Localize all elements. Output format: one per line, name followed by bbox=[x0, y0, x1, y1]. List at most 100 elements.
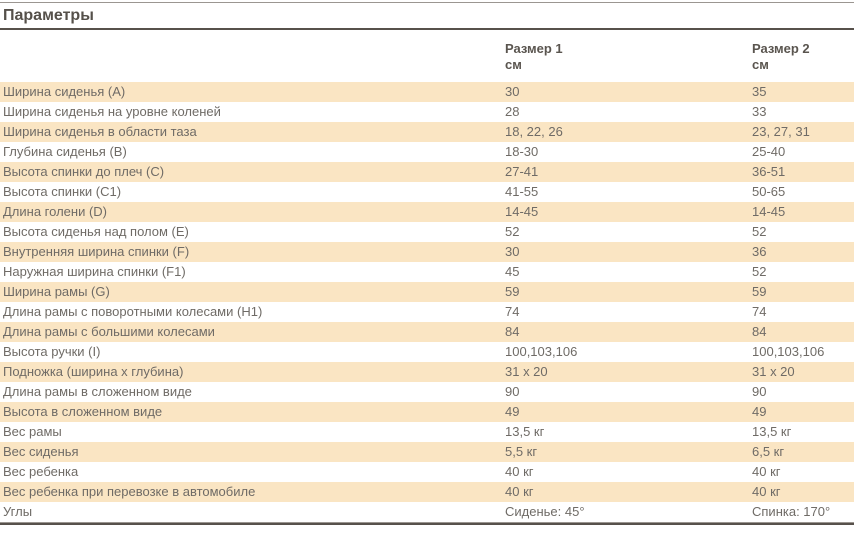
table-row: Глубина сиденья (B) 18-30 25-40 bbox=[0, 142, 854, 162]
row-label: Глубина сиденья (B) bbox=[3, 144, 127, 159]
row-label: Длина рамы с поворотными колесами (H1) bbox=[3, 304, 263, 319]
row-value-size2: 40 кг bbox=[752, 464, 781, 479]
table-row: Ширина сиденья (A) 30 35 bbox=[0, 82, 854, 102]
row-value-size2: 14-45 bbox=[750, 202, 854, 222]
row-label: Высота в сложенном виде bbox=[0, 402, 502, 422]
row-value-size2: 36 bbox=[750, 242, 854, 262]
row-value-size1: 40 кг bbox=[505, 464, 534, 479]
row-value-size2: 33 bbox=[752, 104, 767, 119]
row-label: Ширина сиденья в области таза bbox=[0, 122, 502, 142]
row-value-size1: 18, 22, 26 bbox=[502, 122, 750, 142]
header-empty-cell bbox=[0, 30, 502, 82]
row-value-size2: 100,103,106 bbox=[752, 344, 825, 359]
row-value-size1: 28 bbox=[505, 104, 520, 119]
row-value-size2: 59 bbox=[750, 282, 854, 302]
table-row: Высота спинки до плеч (C) 27-41 36-51 bbox=[0, 162, 854, 182]
table-row: Наружная ширина спинки (F1) 45 52 bbox=[0, 262, 854, 282]
row-value-size2: 36-51 bbox=[750, 162, 854, 182]
table-row: Подножка (ширина x глубина) 31 x 20 31 x 2… bbox=[0, 362, 854, 382]
row-value-size1: 30 bbox=[502, 242, 750, 262]
row-value-size1: 90 bbox=[505, 384, 520, 399]
table-row: Длина рамы в сложенном виде 90 90 bbox=[0, 382, 854, 402]
table-row: Ширина рамы (G) 59 59 bbox=[0, 282, 854, 302]
row-value-size2: 50-65 bbox=[752, 184, 786, 199]
row-value-size1: 27-41 bbox=[502, 162, 750, 182]
header-size1-unit: см bbox=[505, 57, 522, 72]
row-label: Подножка (ширина x глубина) bbox=[0, 362, 502, 382]
row-value-size1: 13,5 кг bbox=[505, 424, 545, 439]
row-label: Углы bbox=[3, 504, 33, 519]
table-row: Высота ручки (I) 100,103,106 100,103,106 bbox=[0, 342, 854, 362]
header-size1-name: Размер 1 bbox=[505, 41, 563, 56]
table-row: Ширина сиденья на уровне коленей 28 33 bbox=[0, 102, 854, 122]
row-value-size2: 13,5 кг bbox=[752, 424, 792, 439]
row-value-size2: 84 bbox=[750, 322, 854, 342]
table-row: Вес ребенка при перевозке в автомобиле 40… bbox=[0, 482, 854, 502]
row-label: Длина голени (D) bbox=[0, 202, 502, 222]
row-label: Ширина рамы (G) bbox=[0, 282, 502, 302]
row-label: Высота спинки до плеч (C) bbox=[0, 162, 502, 182]
row-value-size1: Сиденье: 45° bbox=[505, 504, 585, 519]
row-value-size1: 40 кг bbox=[502, 482, 750, 502]
table-bottom-rule bbox=[0, 522, 854, 525]
row-value-size2: 35 bbox=[750, 82, 854, 102]
row-label: Вес сиденья bbox=[0, 442, 502, 462]
row-label: Внутренняя ширина спинки (F) bbox=[0, 242, 502, 262]
row-value-size1: 41-55 bbox=[505, 184, 539, 199]
row-value-size2: Спинка: 170° bbox=[752, 504, 831, 519]
row-value-size1: 52 bbox=[505, 224, 520, 239]
table-body: Ширина сиденья (A) 30 35 Ширина сиденья на … bbox=[0, 82, 854, 522]
row-label: Вес рамы bbox=[3, 424, 62, 439]
row-label: Вес ребенка bbox=[3, 464, 79, 479]
row-value-size1: 14-45 bbox=[502, 202, 750, 222]
table-row: Углы Сиденье: 45° Спинка: 170° bbox=[0, 502, 854, 522]
row-value-size1: 31 x 20 bbox=[502, 362, 750, 382]
header-size2-name: Размер 2 bbox=[752, 41, 810, 56]
row-value-size1: 18-30 bbox=[505, 144, 539, 159]
table-header-row: Размер 1 см Размер 2 см bbox=[0, 30, 854, 82]
table-row: Высота в сложенном виде 49 49 bbox=[0, 402, 854, 422]
header-size2-unit: см bbox=[752, 57, 769, 72]
table-row: Высота спинки (C1) 41-55 50-65 bbox=[0, 182, 854, 202]
table-row: Длина рамы с поворотными колесами (H1) 74… bbox=[0, 302, 854, 322]
row-value-size2: 74 bbox=[752, 304, 767, 319]
row-value-size1: 100,103,106 bbox=[505, 344, 578, 359]
row-label: Наружная ширина спинки (F1) bbox=[3, 264, 186, 279]
table-row: Высота сиденья над полом (E) 52 52 bbox=[0, 222, 854, 242]
row-label: Высота спинки (C1) bbox=[3, 184, 122, 199]
row-value-size2: 52 bbox=[752, 264, 767, 279]
row-value-size1: 5,5 кг bbox=[502, 442, 750, 462]
row-label: Высота сиденья над полом (E) bbox=[3, 224, 189, 239]
row-label: Вес ребенка при перевозке в автомобиле bbox=[0, 482, 502, 502]
parameters-table: Размер 1 см Размер 2 см Ширина сиденья (… bbox=[0, 30, 854, 522]
table-row: Длина рамы с большими колесами 84 84 bbox=[0, 322, 854, 342]
row-label: Ширина сиденья (A) bbox=[0, 82, 502, 102]
row-value-size1: 59 bbox=[502, 282, 750, 302]
header-size2: Размер 2 см bbox=[750, 30, 854, 82]
row-label: Высота ручки (I) bbox=[3, 344, 101, 359]
header-size1: Размер 1 см bbox=[502, 30, 750, 82]
row-value-size1: 49 bbox=[502, 402, 750, 422]
table-row: Вес сиденья 5,5 кг 6,5 кг bbox=[0, 442, 854, 462]
table-row: Ширина сиденья в области таза 18, 22, 26 2… bbox=[0, 122, 854, 142]
row-value-size1: 45 bbox=[505, 264, 520, 279]
row-value-size2: 49 bbox=[750, 402, 854, 422]
row-label: Длина рамы в сложенном виде bbox=[3, 384, 192, 399]
row-value-size2: 52 bbox=[752, 224, 767, 239]
row-value-size2: 90 bbox=[752, 384, 767, 399]
row-value-size2: 6,5 кг bbox=[750, 442, 854, 462]
row-value-size1: 30 bbox=[502, 82, 750, 102]
row-label: Длина рамы с большими колесами bbox=[0, 322, 502, 342]
row-value-size2: 23, 27, 31 bbox=[750, 122, 854, 142]
table-row: Вес рамы 13,5 кг 13,5 кг bbox=[0, 422, 854, 442]
table-row: Длина голени (D) 14-45 14-45 bbox=[0, 202, 854, 222]
page-title: Параметры bbox=[0, 2, 854, 30]
row-label: Ширина сиденья на уровне коленей bbox=[3, 104, 221, 119]
table-row: Вес ребенка 40 кг 40 кг bbox=[0, 462, 854, 482]
row-value-size2: 40 кг bbox=[750, 482, 854, 502]
row-value-size2: 25-40 bbox=[752, 144, 786, 159]
row-value-size2: 31 x 20 bbox=[750, 362, 854, 382]
row-value-size1: 74 bbox=[505, 304, 520, 319]
row-value-size1: 84 bbox=[502, 322, 750, 342]
